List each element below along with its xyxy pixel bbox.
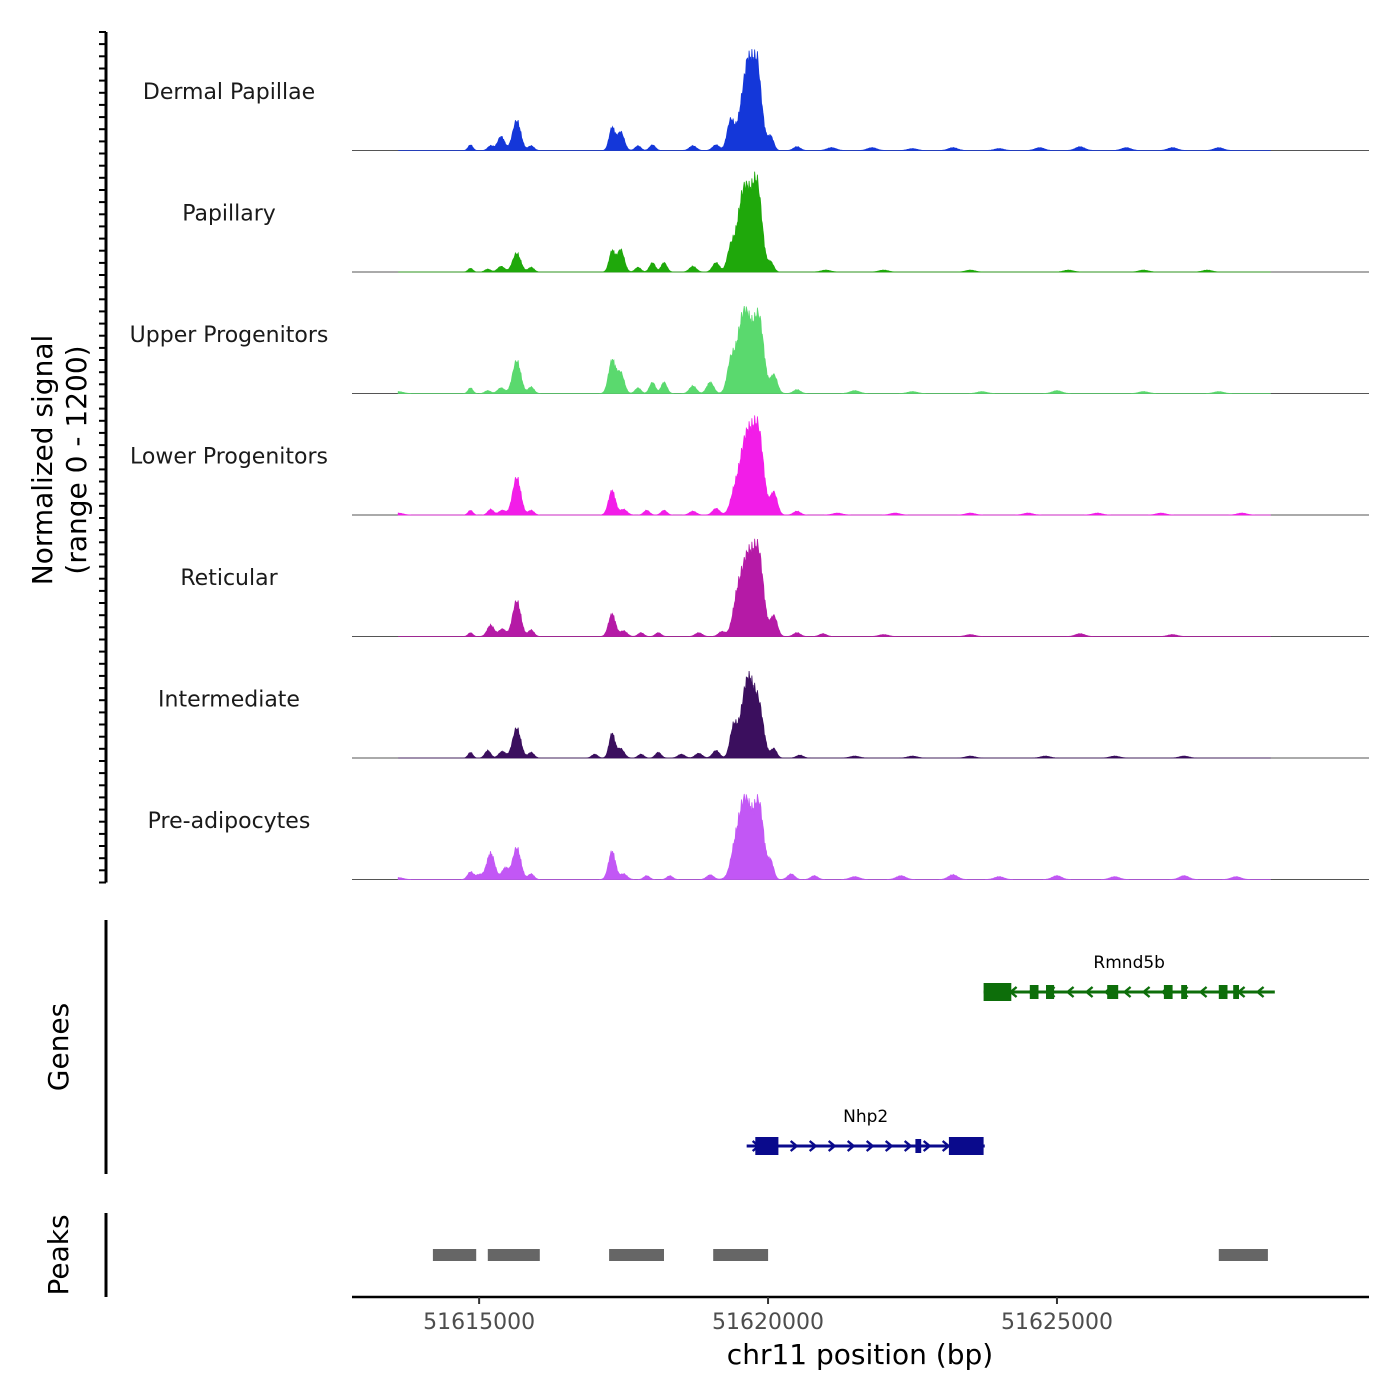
signal-area-pre-adipocytes [397, 793, 1271, 880]
peak-region-1 [432, 1249, 477, 1261]
peak-region-5 [1218, 1249, 1268, 1261]
strand-chevron [903, 1140, 913, 1152]
signal-area-lower-progenitors [397, 415, 1271, 516]
exon-rmnd5b-8 [1233, 985, 1239, 999]
y-axis-title-line1: Normalized signal [26, 335, 59, 586]
strand-chevron [1065, 986, 1075, 998]
exon-rmnd5b-6 [1181, 985, 1187, 999]
exon-nhp2-1 [755, 1137, 779, 1155]
x-tick-label: 51625000 [1001, 1310, 1113, 1335]
y-axis-title-line2: (range 0 - 1200) [60, 345, 93, 574]
genes-panel-title: Genes [42, 1003, 75, 1091]
track-intermediate: Intermediate [158, 671, 1369, 759]
strand-chevron [846, 1140, 856, 1152]
strand-chevron [1122, 986, 1132, 998]
exon-nhp2-2 [915, 1139, 922, 1153]
track-dermal-papillae: Dermal Papillae [143, 49, 1369, 151]
strand-chevron [1255, 986, 1265, 998]
exon-rmnd5b-3 [1046, 985, 1055, 999]
track-label-dermal-papillae: Dermal Papillae [143, 80, 315, 105]
signal-tracks: Dermal Papillae Papillary Upper Progenitor… [130, 49, 1369, 880]
peak-region-4 [713, 1249, 769, 1261]
track-label-pre-adipocytes: Pre-adipocytes [148, 809, 311, 834]
track-pre-adipocytes: Pre-adipocytes [148, 793, 1369, 880]
gene-nhp2: Nhp2 [746, 1107, 985, 1155]
track-label-lower-progenitors: Lower Progenitors [130, 445, 328, 470]
track-label-papillary: Papillary [182, 202, 276, 227]
genes-panel: Genes Rmnd5b Nhp2 [42, 920, 1275, 1174]
track-label-upper-progenitors: Upper Progenitors [130, 323, 329, 348]
signal-area-reticular [398, 538, 1271, 637]
strand-chevron [922, 1140, 932, 1152]
strand-chevron [941, 1140, 951, 1152]
x-axis: 51615000 51620000 51625000 chr11 position … [352, 1295, 1369, 1371]
track-label-intermediate: Intermediate [158, 688, 300, 713]
strand-chevron [884, 1140, 894, 1152]
strand-chevron [865, 1140, 875, 1152]
y-axis-title: Normalized signal (range 0 - 1200) [26, 335, 93, 586]
signal-axis [99, 31, 108, 884]
x-tick-label: 51615000 [423, 1310, 535, 1335]
exon-rmnd5b-7 [1218, 985, 1228, 999]
track-lower-progenitors: Lower Progenitors [130, 415, 1369, 516]
x-axis-title: chr11 position (bp) [727, 1338, 993, 1371]
signal-area-upper-progenitors [397, 306, 1271, 394]
exon-rmnd5b-4 [1107, 985, 1119, 999]
peak-regions [432, 1249, 1268, 1261]
signal-area-intermediate [398, 671, 1271, 759]
peaks-panel: Peaks [42, 1213, 1268, 1297]
signal-area-papillary [398, 171, 1271, 273]
strand-chevron [827, 1140, 837, 1152]
peak-region-3 [609, 1249, 664, 1261]
exon-nhp2-3 [948, 1137, 984, 1155]
peak-region-2 [487, 1249, 540, 1261]
strand-chevron [808, 1140, 818, 1152]
gene-label-rmnd5b: Rmnd5b [1093, 953, 1165, 973]
strand-chevron [1198, 986, 1208, 998]
track-label-reticular: Reticular [180, 566, 278, 591]
strand-chevron [789, 1140, 799, 1152]
exon-rmnd5b-2 [1029, 985, 1039, 999]
gene-label-nhp2: Nhp2 [843, 1107, 888, 1127]
exon-rmnd5b-5 [1163, 985, 1173, 999]
gene-models: Rmnd5b Nhp2 [746, 953, 1275, 1155]
strand-chevron [1084, 986, 1094, 998]
track-papillary: Papillary [182, 171, 1369, 273]
track-reticular: Reticular [180, 538, 1369, 637]
gene-rmnd5b: Rmnd5b [983, 953, 1275, 1001]
exon-rmnd5b-1 [983, 983, 1012, 1001]
peaks-panel-title: Peaks [42, 1214, 75, 1295]
signal-area-dermal-papillae [398, 49, 1271, 151]
x-tick-label: 51620000 [712, 1310, 824, 1335]
strand-chevron [1141, 986, 1151, 998]
track-upper-progenitors: Upper Progenitors [130, 306, 1369, 394]
x-axis-ticks: 51615000 51620000 51625000 [423, 1297, 1113, 1335]
